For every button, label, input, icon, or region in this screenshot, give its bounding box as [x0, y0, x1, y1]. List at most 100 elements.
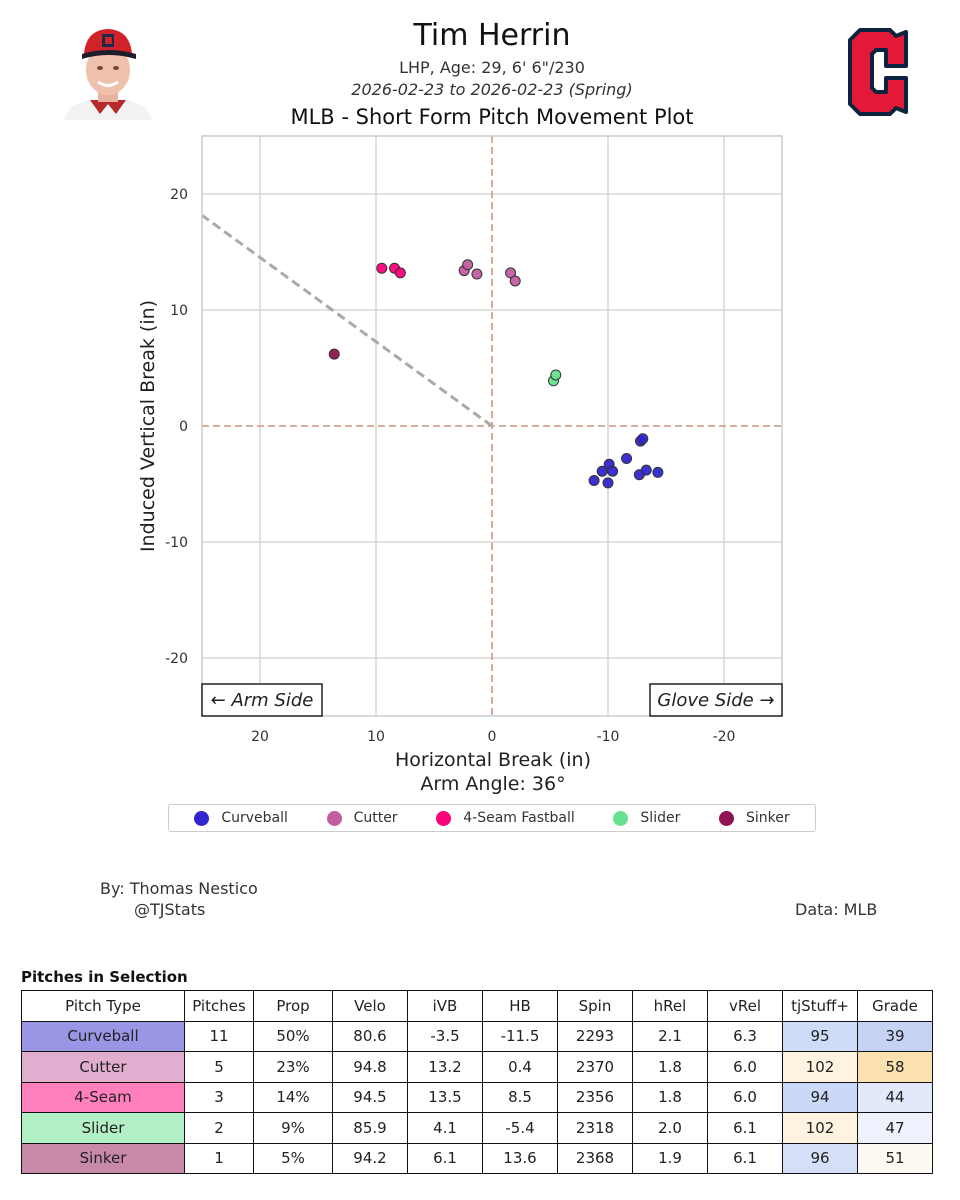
table-cell: 0.4 — [482, 1051, 558, 1083]
column-header: tjStuff+ — [782, 990, 858, 1022]
table-title: Pitches in Selection — [21, 968, 188, 986]
column-header: vRel — [707, 990, 783, 1022]
arm-side-label: ← Arm Side — [211, 690, 314, 711]
table-cell: 3 — [184, 1081, 254, 1113]
pitch-point-cutter — [509, 275, 521, 287]
plot-frame — [201, 135, 783, 717]
legend-label: 4-Seam Fastball — [463, 810, 575, 826]
pitch-point-sinker — [328, 348, 340, 360]
player-info: LHP, Age: 29, 6' 6"/230 — [399, 58, 585, 77]
column-header: iVB — [407, 990, 483, 1022]
pitch-point-cutter — [462, 259, 474, 271]
x-tick-label: -10 — [597, 729, 620, 745]
table-row: Curveball 11 50% 80.6 -3.5 -11.5 2293 2.1 6.3 95 3… — [21, 1020, 933, 1052]
legend-marker — [613, 810, 629, 826]
legend-marker — [436, 810, 452, 826]
table-cell: -3.5 — [407, 1020, 483, 1052]
table-row: Sinker 1 5% 94.2 6.1 13.6 2368 1.9 6.1 96 51 — [21, 1142, 933, 1174]
legend-item: 4-Seam Fastball — [436, 810, 575, 826]
table-cell: 1.9 — [632, 1142, 708, 1174]
x-axis-label: Horizontal Break (in) — [395, 749, 591, 771]
y-tick-label: 0 — [179, 419, 188, 435]
player-headshot-icon — [60, 24, 156, 120]
table-row: 4-Seam 3 14% 94.5 13.5 8.5 2356 1.8 6.0 94 44 — [21, 1081, 933, 1113]
table-cell: 2.1 — [632, 1020, 708, 1052]
table-cell: Slider — [21, 1112, 185, 1144]
column-header: Grade — [857, 990, 933, 1022]
x-tick-label: 0 — [488, 729, 497, 745]
table-cell: 8.5 — [482, 1081, 558, 1113]
table-cell: 23% — [253, 1051, 333, 1083]
glove-side-box: Glove Side → — [649, 683, 783, 717]
table-cell: 13.5 — [407, 1081, 483, 1113]
table-row: Cutter 5 23% 94.8 13.2 0.4 2370 1.8 6.0 102 58 — [21, 1051, 933, 1083]
pitch-point-curveball — [637, 433, 649, 445]
y-tick-label: 10 — [170, 303, 188, 319]
table-cell: 94.8 — [332, 1051, 408, 1083]
x-tick-label: -20 — [713, 729, 736, 745]
table-cell: Cutter — [21, 1051, 185, 1083]
legend-label: Curveball — [221, 810, 288, 826]
table-cell: 94.5 — [332, 1081, 408, 1113]
column-header: HB — [482, 990, 558, 1022]
table-cell: Sinker — [21, 1142, 185, 1174]
y-tick-label: -10 — [165, 535, 188, 551]
x-tick-labels: 20 10 0 -10 -20 — [251, 729, 735, 745]
table-cell: 96 — [782, 1142, 858, 1174]
table-cell: 13.2 — [407, 1051, 483, 1083]
table-cell: 2293 — [557, 1020, 633, 1052]
table-cell: 94 — [782, 1081, 858, 1113]
table-cell: 6.1 — [707, 1112, 783, 1144]
legend-marker — [326, 810, 342, 826]
player-name: Tim Herrin — [413, 18, 571, 53]
table-cell: -5.4 — [482, 1112, 558, 1144]
pitch-point-cutter — [505, 267, 517, 279]
data-source: Data: MLB — [795, 900, 878, 919]
team-logo-icon — [846, 26, 910, 118]
y-tick-label: -20 — [165, 651, 188, 667]
table-cell: 58 — [857, 1051, 933, 1083]
table-cell: 5 — [184, 1051, 254, 1083]
table-cell: -11.5 — [482, 1020, 558, 1052]
table-cell: 2370 — [557, 1051, 633, 1083]
y-axis-label: Induced Vertical Break (in) — [137, 300, 159, 552]
pitch-point-curveball — [621, 452, 633, 464]
column-header: Pitches — [184, 990, 254, 1022]
table-cell: 95 — [782, 1020, 858, 1052]
pitch-table: Pitch Type Pitches Prop Velo iVB HB Spin hRel vR… — [21, 990, 933, 1174]
table-cell: 2 — [184, 1112, 254, 1144]
table-cell: 1.8 — [632, 1081, 708, 1113]
legend-label: Slider — [640, 810, 681, 826]
pitch-point-curveball — [607, 465, 619, 477]
table-cell: 14% — [253, 1081, 333, 1113]
plot-title: MLB - Short Form Pitch Movement Plot — [290, 105, 694, 129]
date-range: 2026-02-23 to 2026-02-23 (Spring) — [351, 80, 633, 99]
reference-lines — [201, 136, 782, 716]
column-header: Spin — [557, 990, 633, 1022]
table-cell: 50% — [253, 1020, 333, 1052]
arm-side-box: ← Arm Side — [201, 683, 323, 717]
table-header-row: Pitch Type Pitches Prop Velo iVB HB Spin hRel vR… — [21, 990, 933, 1022]
legend-item: Sinker — [719, 810, 790, 826]
x-tick-label: 10 — [367, 729, 385, 745]
table-cell: 6.1 — [707, 1142, 783, 1174]
legend-item: Slider — [613, 810, 680, 826]
table-cell: 2356 — [557, 1081, 633, 1113]
table-cell: 6.1 — [407, 1142, 483, 1174]
author-credit: By: Thomas Nestico — [100, 879, 258, 898]
x-tick-label: 20 — [251, 729, 269, 745]
table-cell: 6.0 — [707, 1081, 783, 1113]
pitch-point-curveball — [602, 477, 614, 489]
legend-marker — [194, 810, 210, 826]
table-cell: 2.0 — [632, 1112, 708, 1144]
table-cell: 51 — [857, 1142, 933, 1174]
pitch-point-cutter — [471, 268, 483, 280]
table-cell: 39 — [857, 1020, 933, 1052]
legend-label: Sinker — [746, 810, 790, 826]
table-cell: 2318 — [557, 1112, 633, 1144]
arm-angle-line — [201, 214, 493, 428]
y-tick-label: 20 — [170, 187, 188, 203]
y-tick-labels: 20 10 0 -10 -20 — [165, 187, 188, 667]
table-cell: 44 — [857, 1081, 933, 1113]
column-header: Prop — [253, 990, 333, 1022]
